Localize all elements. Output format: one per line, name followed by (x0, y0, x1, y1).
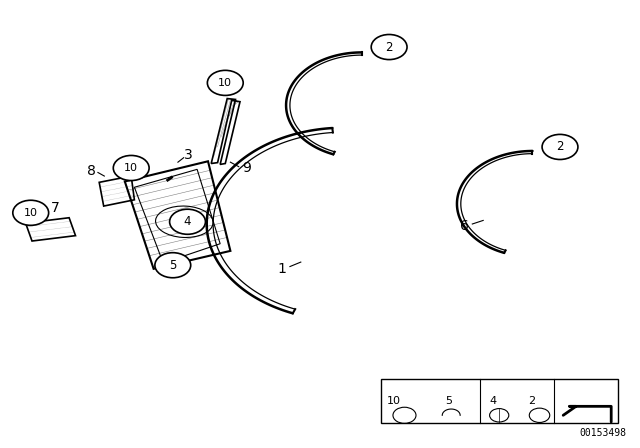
Text: 5: 5 (445, 396, 452, 406)
Text: 2: 2 (556, 140, 564, 154)
Text: 4: 4 (490, 396, 497, 406)
Circle shape (207, 70, 243, 95)
Text: 9: 9 (242, 161, 251, 175)
Text: 00153498: 00153498 (579, 428, 626, 438)
Text: 7: 7 (51, 201, 60, 215)
Text: 5: 5 (169, 258, 177, 272)
Circle shape (371, 34, 407, 60)
Text: 10: 10 (387, 396, 401, 406)
Text: 6: 6 (460, 219, 469, 233)
Circle shape (13, 200, 49, 225)
Text: 2: 2 (528, 396, 535, 406)
Bar (381, 379, 618, 423)
Text: 3: 3 (184, 147, 193, 162)
Text: 1: 1 (277, 262, 286, 276)
Text: 10: 10 (24, 208, 38, 218)
Text: 4: 4 (184, 215, 191, 228)
Text: 10: 10 (124, 163, 138, 173)
Text: 10: 10 (218, 78, 232, 88)
Circle shape (155, 253, 191, 278)
Text: 2: 2 (385, 40, 393, 54)
Circle shape (170, 209, 205, 234)
Circle shape (542, 134, 578, 159)
Text: 8: 8 (87, 164, 96, 178)
Circle shape (113, 155, 149, 181)
